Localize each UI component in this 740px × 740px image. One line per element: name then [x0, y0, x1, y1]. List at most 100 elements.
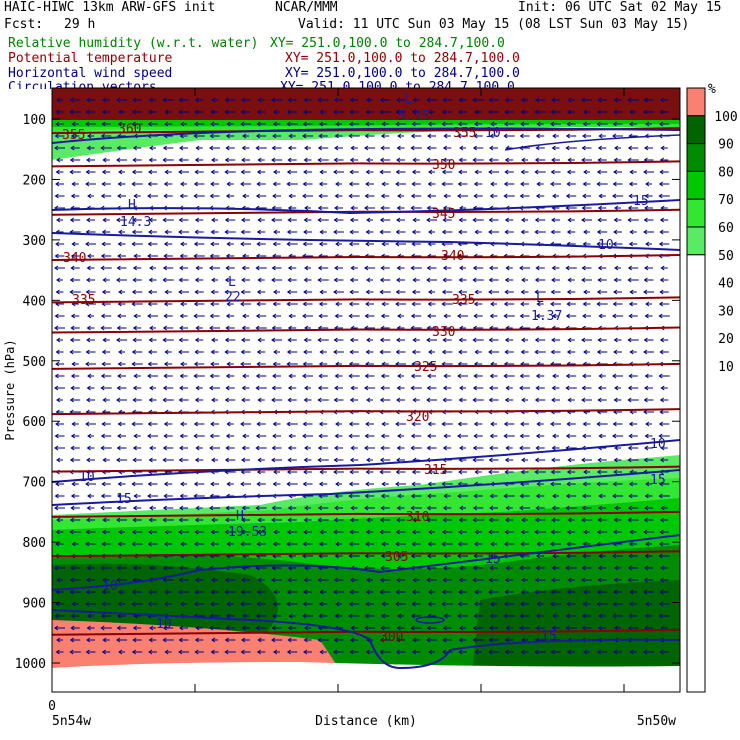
circulation-vector [86, 217, 95, 223]
circulation-vector [179, 325, 188, 331]
circulation-vector [442, 445, 452, 451]
circulation-vector [597, 385, 607, 391]
circulation-vector [85, 421, 96, 427]
circulation-vector [71, 481, 79, 487]
circulation-vector [565, 493, 577, 499]
circulation-vector [226, 541, 234, 547]
circulation-vector [101, 109, 111, 115]
circulation-vector [333, 229, 344, 235]
circulation-vector [395, 349, 406, 355]
circulation-vector [333, 589, 344, 595]
circulation-vector [148, 349, 157, 355]
circulation-vector [566, 481, 576, 487]
extremum-marker: L [228, 275, 236, 290]
circulation-vector [659, 337, 669, 343]
circulation-vector [55, 529, 64, 535]
circulation-vector [118, 349, 125, 355]
circulation-vector [458, 637, 467, 643]
circulation-vector [303, 397, 312, 403]
circulation-vector [100, 133, 112, 139]
circulation-vector [503, 181, 515, 187]
circulation-vector [457, 313, 468, 319]
circulation-vector [100, 265, 112, 271]
circulation-vector [317, 517, 329, 523]
circulation-vector [629, 529, 637, 535]
colorbar-swatch [686, 143, 706, 172]
circulation-vector [102, 337, 110, 343]
circulation-vector [132, 385, 142, 391]
circulation-vector [86, 145, 95, 151]
circulation-vector [194, 577, 204, 583]
circulation-vector [380, 373, 390, 379]
circulation-vector [567, 217, 575, 223]
circulation-vector [643, 517, 654, 523]
circulation-vector [379, 457, 391, 463]
circulation-vector [658, 601, 670, 607]
circulation-vector [458, 529, 467, 535]
circulation-vector [396, 97, 405, 103]
circulation-vector [366, 577, 373, 583]
circulation-vector [520, 109, 529, 115]
circulation-vector [117, 253, 126, 259]
theta-contour-345 [52, 208, 680, 216]
circulation-vector [133, 313, 141, 319]
circulation-vector [271, 637, 282, 643]
circulation-vector [505, 565, 513, 571]
circulation-vector [629, 589, 637, 595]
circulation-vector [131, 541, 143, 547]
theta-label-355: 355 [453, 126, 476, 141]
circulation-vector [379, 97, 391, 103]
circulation-vector [379, 469, 391, 475]
circulation-vector [54, 613, 65, 619]
circulation-vector [643, 217, 654, 223]
circulation-vector [256, 121, 266, 127]
circulation-vector [148, 229, 157, 235]
circulation-vector [194, 529, 204, 535]
circulation-vector [412, 577, 420, 583]
circulation-vector [162, 385, 174, 391]
circulation-vector [535, 565, 545, 571]
circulation-vector [474, 649, 482, 655]
circulation-vector [55, 169, 64, 175]
circulation-vector [488, 337, 499, 343]
circulation-vector [395, 109, 406, 115]
circulation-vector [116, 577, 127, 583]
circulation-vector [581, 505, 592, 511]
circulation-vector [365, 469, 374, 475]
circulation-vector [396, 625, 405, 631]
circulation-vector [534, 277, 546, 283]
circulation-vector [503, 193, 515, 199]
circulation-vector [534, 577, 546, 583]
circulation-vector [474, 349, 482, 355]
circulation-vector [441, 109, 453, 115]
circulation-vector [645, 121, 652, 127]
circulation-vector [534, 229, 546, 235]
circulation-vector [69, 217, 81, 223]
circulation-vector [102, 217, 110, 223]
circulation-vector [194, 97, 204, 103]
circulation-vector [457, 601, 468, 607]
circulation-vector [317, 145, 329, 151]
circulation-vector [101, 289, 111, 295]
circulation-vector [410, 133, 422, 139]
circulation-vector [396, 445, 405, 451]
circulation-vector [162, 337, 174, 343]
circulation-vector [397, 193, 404, 199]
circulation-vector [131, 241, 143, 247]
circulation-vector [210, 601, 219, 607]
circulation-vector [163, 121, 173, 127]
circulation-vector [178, 277, 189, 283]
circulation-vector [551, 277, 560, 283]
circulation-vector [85, 289, 96, 295]
circulation-vector [319, 349, 327, 355]
circulation-vector [348, 133, 360, 139]
circulation-vector [240, 529, 251, 535]
circulation-vector [597, 577, 607, 583]
circulation-vector [643, 169, 654, 175]
circulation-vector [70, 265, 80, 271]
circulation-vector [551, 145, 560, 151]
circulation-vector [597, 457, 607, 463]
circulation-vector [194, 157, 204, 163]
circulation-vector [303, 469, 312, 475]
circulation-vector [627, 505, 639, 511]
